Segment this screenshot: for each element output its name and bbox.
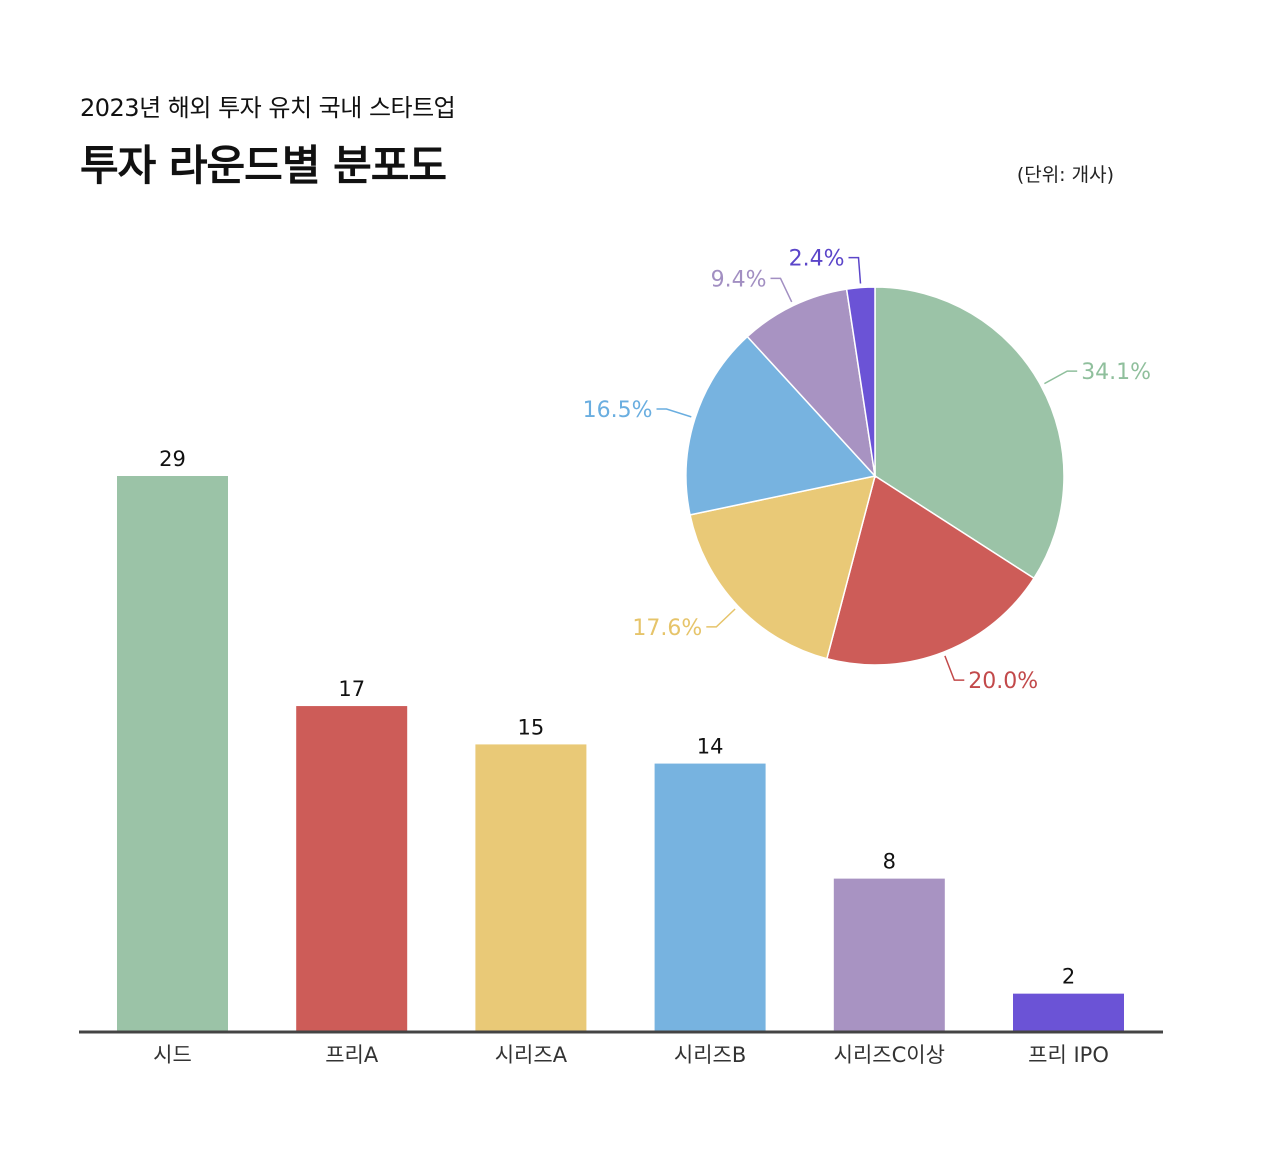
pie-percent-label: 9.4% [711,267,767,292]
bar-4 [654,763,766,1032]
pie-leader-line [656,408,692,418]
category-label: 프리 IPO [1028,1043,1109,1067]
pie-percent-label: 2.4% [789,247,845,272]
chart-subtitle: 2023년 해외 투자 유치 국내 스타트업 [80,94,456,122]
unit-label: (단위: 개사) [1016,164,1114,186]
pie-slice-6 [845,286,876,477]
pie-slice-1 [874,286,1065,580]
bar-value-label: 2 [1062,965,1075,989]
category-label: 시드 [153,1043,192,1067]
pie-slice-4 [685,335,877,516]
pie-slice-5 [746,288,877,479]
category-label: 시리즈A [495,1043,568,1067]
pie-chart: 34.1% 20.0% 17.6% 16.5% 9.4% 2.4% [583,247,1151,694]
bar-value-label: 14 [697,735,724,759]
category-label: 시리즈C이상 [834,1043,945,1067]
pie-percent-label: 16.5% [583,398,653,423]
pie-leader-line [848,256,862,284]
category-label: 시리즈B [674,1043,746,1067]
bar-2 [296,706,408,1032]
pie-slice-2 [825,474,1035,666]
pie-percent-label: 34.1% [1081,360,1151,385]
pie-leader-line [944,655,965,681]
pie-slice-3 [689,475,877,660]
bar-chart: 29 시드 17 프리A 15 시리즈A 14 시리즈B 8 시리즈C이상 2 프리 IPO [117,447,1124,1067]
pie-leader-line [770,277,793,303]
pie-leader-line [706,608,736,628]
pie-percent-label: 20.0% [968,669,1038,694]
pie-percent-label: 17.6% [632,616,702,641]
bar-1 [117,476,228,1032]
chart-title: 투자 라운드별 분포도 [80,141,447,190]
bar-value-label: 29 [159,447,186,471]
category-label: 프리A [325,1043,379,1067]
bar-6 [1013,993,1124,1032]
pie-leader-line [1044,370,1078,385]
bar-value-label: 15 [518,715,545,739]
bar-value-label: 17 [338,677,365,701]
bar-value-label: 8 [883,850,896,874]
bar-5 [833,878,945,1032]
bar-3 [475,744,587,1032]
